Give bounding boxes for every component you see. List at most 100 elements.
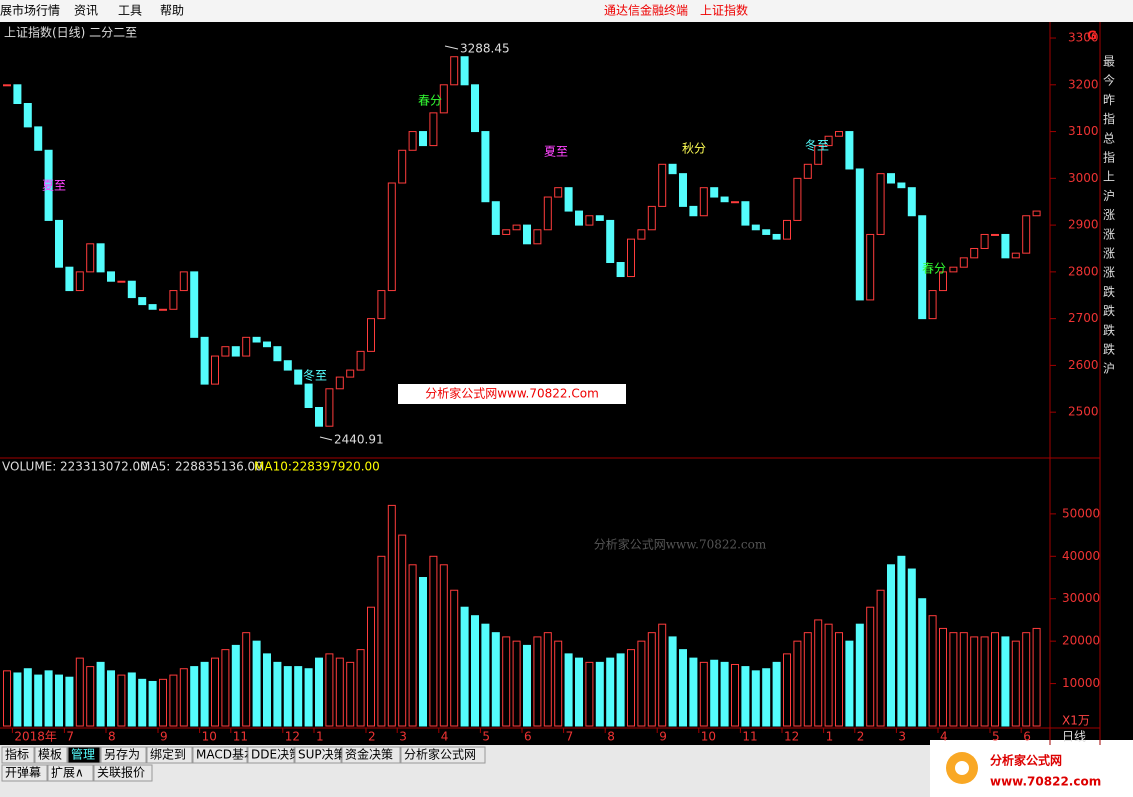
tab[interactable] — [1, 764, 48, 782]
tab-label[interactable]: SUP决策 — [298, 748, 346, 762]
period: 日线 — [1062, 730, 1086, 744]
candle — [980, 233, 989, 249]
volume-bar — [283, 666, 292, 727]
tab-label[interactable]: 分析家公式网 — [404, 747, 476, 762]
volume-bar — [762, 668, 771, 727]
volume-bar — [138, 678, 147, 727]
tab-label[interactable]: 管理 — [71, 747, 95, 762]
volume-bar — [231, 644, 240, 727]
info-label: 最 — [1103, 55, 1115, 69]
candle — [585, 215, 594, 226]
volume-bar — [970, 636, 979, 727]
tab-label[interactable]: 指标 — [5, 747, 29, 762]
candle — [481, 131, 490, 203]
x-tick-label: 5 — [482, 730, 490, 744]
volume-bar — [252, 640, 261, 727]
candle — [190, 271, 199, 338]
tab-label[interactable]: 另存为 — [104, 748, 140, 762]
volume-bar — [679, 649, 687, 727]
tab-label[interactable]: 扩展∧ — [51, 766, 84, 780]
tab-label[interactable]: 开弹幕 — [5, 766, 41, 780]
volume-bar — [793, 640, 802, 727]
volume-bar — [949, 632, 958, 727]
candle — [502, 229, 511, 235]
volume-bar — [928, 615, 937, 727]
tab[interactable] — [47, 764, 94, 782]
candle — [491, 201, 500, 235]
tab-label[interactable]: 关联报价 — [97, 765, 145, 780]
tab[interactable] — [192, 746, 248, 764]
tab[interactable] — [67, 746, 101, 764]
promo-text: 分析家公式网www.70822.Com — [425, 386, 599, 401]
menu-item[interactable]: 展市场行情 — [0, 3, 60, 18]
volume-bar — [897, 555, 906, 727]
volume-bar — [637, 640, 646, 727]
tab[interactable] — [341, 746, 401, 764]
candle — [876, 173, 885, 235]
tab[interactable] — [146, 746, 193, 764]
volume-bar — [263, 653, 271, 727]
volume-bar — [585, 661, 594, 727]
volume-bar — [575, 657, 583, 727]
menu-item[interactable]: 工具 — [118, 4, 142, 18]
x-tick-label: 8 — [607, 730, 615, 744]
candle — [991, 233, 999, 236]
info-icon[interactable]: G — [1087, 29, 1097, 43]
info-label: 涨 — [1103, 246, 1115, 261]
volume-bar — [221, 649, 230, 727]
candle — [44, 149, 53, 221]
info-label: 上 — [1103, 170, 1115, 184]
candle — [783, 219, 791, 240]
x-tick-label: 6 — [1023, 730, 1031, 744]
info-label: 跌 — [1103, 342, 1115, 357]
candle — [959, 257, 968, 268]
tab[interactable] — [247, 746, 295, 764]
candle — [65, 266, 74, 292]
candle — [855, 168, 864, 301]
candle — [460, 56, 469, 86]
candle — [75, 271, 84, 292]
info-label: 跌 — [1103, 284, 1115, 299]
volume-bar — [658, 623, 667, 727]
info-label: 跌 — [1103, 303, 1115, 318]
tab-label[interactable]: MACD基本 — [196, 748, 256, 762]
candle — [814, 145, 823, 165]
candle — [866, 233, 875, 301]
volume-bar — [731, 663, 739, 727]
candle — [263, 341, 271, 348]
tab-label[interactable]: 绑定到 — [150, 747, 186, 762]
menu-item[interactable]: 帮助 — [160, 4, 184, 18]
tab-label[interactable]: 模板 — [38, 748, 62, 762]
y-tick-label: 2900 — [1068, 218, 1099, 232]
menu-item[interactable]: 资讯 — [74, 4, 98, 18]
tab[interactable] — [1, 746, 35, 764]
volume-bar — [481, 623, 490, 727]
volume-bar — [845, 640, 854, 727]
tab[interactable] — [34, 746, 68, 764]
volume-header-label: VOLUME: — [2, 460, 56, 474]
y-tick-label: 20000 — [1062, 634, 1100, 648]
volume-bar — [367, 606, 375, 727]
tab-label[interactable]: DDE决策 — [251, 748, 301, 762]
candle — [679, 173, 687, 207]
candle — [710, 187, 719, 198]
candle — [419, 131, 427, 147]
tab[interactable] — [93, 764, 153, 782]
candle — [949, 266, 958, 273]
tab[interactable] — [294, 746, 342, 764]
volume-bar — [855, 623, 864, 727]
x-tick-label: 7 — [566, 730, 574, 744]
annotation: 夏至 — [544, 145, 568, 159]
x-tick-label: 1 — [826, 730, 834, 744]
volume-header-value: 228835136.00 — [175, 460, 263, 474]
tab-label[interactable]: 资金决策 — [345, 747, 393, 762]
volume-header-label: MA5: — [140, 460, 170, 474]
volume-bar — [471, 615, 479, 727]
candle — [471, 84, 479, 133]
x-tick-label: 3 — [898, 730, 906, 744]
tab[interactable] — [100, 746, 147, 764]
tab[interactable] — [400, 746, 486, 764]
x-tick-label: 8 — [108, 730, 116, 744]
chart-title: 上证指数(日线) 二分二至 — [4, 25, 137, 40]
candle — [647, 205, 656, 231]
